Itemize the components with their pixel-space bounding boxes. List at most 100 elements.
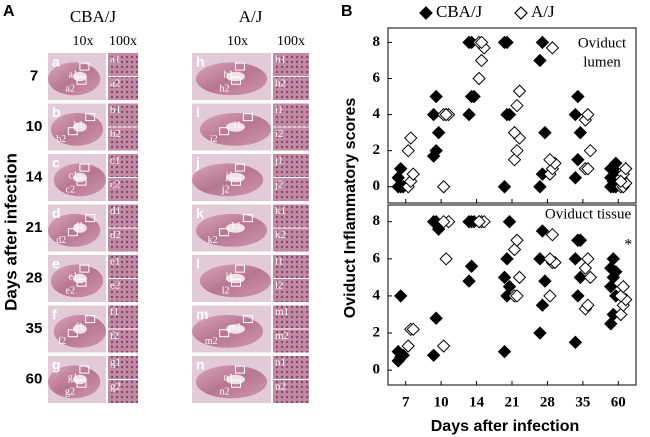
- inset-label: n2: [220, 386, 230, 397]
- panel-letter: n: [196, 357, 205, 373]
- magnified-label: a1: [110, 54, 120, 66]
- data-point: [545, 41, 560, 55]
- magnification: 100x: [277, 34, 305, 49]
- panel-letter: i: [196, 104, 200, 120]
- row-label: 35: [26, 320, 43, 337]
- data-point: [533, 53, 547, 68]
- magnified-image: [273, 329, 309, 353]
- data-point: [543, 289, 557, 303]
- magnified-label: e2: [110, 280, 120, 292]
- annotation: Oviduct tissue: [545, 206, 632, 222]
- x-tick-label: 7: [402, 394, 410, 410]
- inset-label: g2: [65, 386, 75, 397]
- data-point: [497, 344, 512, 359]
- data-point: [604, 261, 618, 275]
- lumen: [72, 324, 87, 334]
- magnified-image: [273, 380, 309, 403]
- magnified-image: [108, 329, 138, 353]
- magnified-image: [273, 305, 309, 329]
- magnified-label: j2: [274, 179, 284, 191]
- magnified-image: [108, 103, 138, 127]
- data-point: [404, 131, 418, 145]
- data-point: [614, 174, 628, 189]
- data-point: [573, 270, 588, 285]
- y-tick-label: 0: [373, 362, 381, 378]
- strain-name: CBA/J: [70, 7, 117, 26]
- data-point: [571, 152, 585, 167]
- data-point: [464, 259, 479, 273]
- data-point: [510, 233, 524, 247]
- data-point: [581, 252, 595, 266]
- data-point: [406, 322, 420, 337]
- data-point: [535, 35, 550, 50]
- inset-label: k1: [231, 221, 241, 232]
- y-tick-label: 6: [373, 70, 381, 86]
- inset-label: i1: [234, 120, 242, 131]
- panel-letter: g: [52, 357, 61, 373]
- data-point: [497, 180, 512, 194]
- magnified-image: [108, 77, 138, 100]
- inset-label: e2: [66, 285, 75, 296]
- data-point: [426, 348, 441, 363]
- inset-box: [234, 62, 245, 71]
- inset-label: i2: [210, 134, 218, 145]
- data-point: [533, 180, 547, 194]
- data-point: [462, 274, 476, 288]
- lumen: [72, 71, 87, 82]
- data-point: [391, 344, 405, 359]
- panel-letter: l: [196, 256, 200, 272]
- data-point: [401, 143, 415, 158]
- row-title: Days after infection: [1, 153, 20, 311]
- magnified-image: [273, 356, 309, 379]
- x-tick-label: 60: [611, 394, 626, 410]
- inset-label: b2: [56, 134, 66, 145]
- inset-box: [85, 113, 96, 122]
- data-point: [431, 125, 446, 140]
- magnified-label: c1: [110, 155, 120, 167]
- data-point: [581, 162, 595, 176]
- x-tick-label: 35: [575, 394, 590, 410]
- magnified-image: [108, 204, 138, 228]
- inset-box: [231, 76, 241, 85]
- inset-label: f1: [75, 322, 83, 333]
- data-point: [436, 214, 451, 229]
- magnification: 10x: [73, 34, 94, 49]
- inset-box: [231, 177, 241, 186]
- magnified-label: n1: [275, 357, 286, 369]
- data-point: [429, 143, 443, 158]
- magnified-label: c2: [110, 179, 120, 191]
- x-axis-title: Days after infection: [431, 418, 579, 435]
- y-tick-label: 6: [373, 250, 381, 266]
- magnified-image: [108, 255, 138, 278]
- data-point: [614, 289, 628, 303]
- magnified-label: f1: [110, 306, 119, 318]
- magnified-label: m2: [275, 330, 289, 342]
- panel-letter: b: [52, 104, 61, 120]
- lumen: [72, 122, 87, 132]
- inset-label: c1: [68, 170, 77, 181]
- inset-label: d1: [74, 221, 84, 232]
- inset-label: j2: [221, 184, 230, 195]
- y-tick-label: 2: [373, 324, 381, 340]
- data-point: [500, 35, 514, 50]
- y-tick-label: 4: [373, 287, 381, 303]
- lumen: [72, 223, 87, 233]
- inset-label: l2: [222, 285, 230, 296]
- inset-label: b1: [74, 120, 84, 131]
- inset-label: m2: [205, 336, 218, 347]
- panel-letter: f: [52, 306, 57, 322]
- annotation: lumen: [583, 54, 621, 70]
- row-label: 7: [30, 67, 38, 84]
- data-point: [502, 107, 517, 122]
- data-point: [472, 71, 486, 86]
- y-axis-title: Oviduct Inflammatory scores: [342, 98, 359, 319]
- data-point: [538, 125, 552, 140]
- inset-box: [76, 278, 87, 287]
- panel-label: A: [3, 3, 15, 20]
- data-point: [436, 180, 451, 194]
- magnified-label: d1: [110, 205, 121, 217]
- data-point: [497, 270, 512, 285]
- magnified-image: [273, 103, 309, 127]
- magnified-image: [273, 127, 309, 151]
- magnified-label: b1: [110, 104, 121, 116]
